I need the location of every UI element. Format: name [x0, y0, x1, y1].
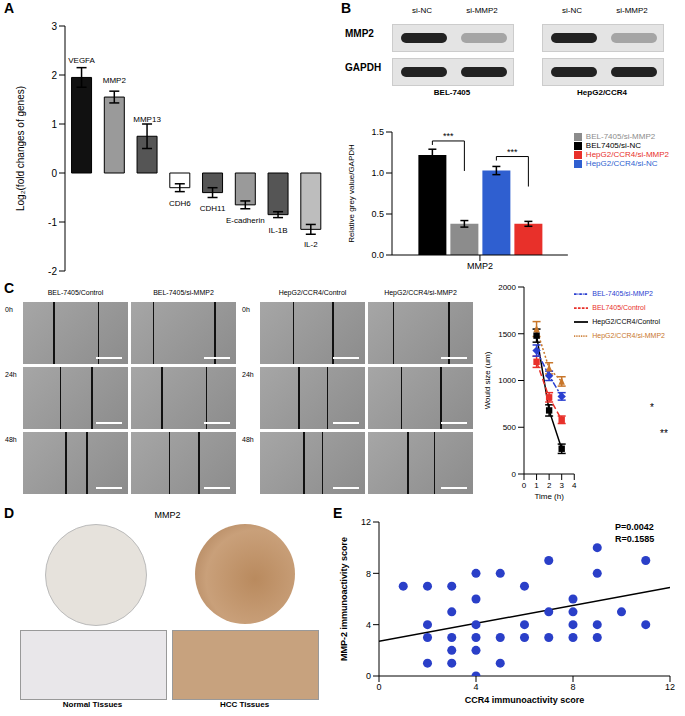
svg-text:4: 4	[366, 620, 371, 630]
html-text:MMP2: MMP2	[345, 28, 374, 39]
svg-text:0: 0	[366, 671, 371, 681]
svg-text:MMP2: MMP2	[103, 76, 127, 85]
svg-text:1: 1	[534, 481, 539, 490]
svg-text:1.5: 1.5	[371, 127, 384, 137]
html-text:HCC Tissues: HCC Tissues	[219, 700, 270, 709]
svg-text:MMP2: MMP2	[467, 261, 493, 271]
svg-text:0: 0	[376, 682, 381, 692]
svg-text:Log₂(fold changes of genes): Log₂(fold changes of genes)	[15, 86, 26, 211]
svg-text:Relative grey value/GAPDH: Relative grey value/GAPDH	[347, 144, 356, 243]
html-text:HepG2/CCR4/Control: HepG2/CCR4/Control	[278, 289, 347, 296]
html-text:24h: 24h	[5, 371, 17, 378]
html-text:HepG2/CCR4/Control: HepG2/CCR4/Control	[592, 317, 660, 325]
svg-text:Time (h): Time (h)	[534, 492, 564, 501]
svg-text:1500: 1500	[498, 330, 516, 339]
html-text:48h: 48h	[5, 436, 17, 443]
svg-text:8: 8	[366, 569, 371, 579]
html-text:R=0.1585: R=0.1585	[615, 534, 655, 544]
html-text:0h: 0h	[242, 306, 250, 313]
svg-text:1.0: 1.0	[371, 168, 384, 178]
html-text:si-MMP2: si-MMP2	[616, 6, 648, 15]
html-text:BEL-7405: BEL-7405	[433, 88, 471, 97]
svg-text:3: 3	[51, 21, 57, 32]
html-text:HepG2/CCR4/si-MMP2: HepG2/CCR4/si-MMP2	[585, 150, 669, 159]
svg-text:MMP-2 immunoactivity score: MMP-2 immunoactivity score	[339, 537, 349, 661]
svg-text:IL-1B: IL-1B	[268, 226, 287, 235]
html-text:BEL-7405/si-MMP2: BEL-7405/si-MMP2	[585, 132, 656, 141]
html-text:si-NC: si-NC	[412, 6, 432, 15]
svg-text:Would size (um): Would size (um)	[483, 351, 492, 409]
html-text:BEL7405/si-NC: BEL7405/si-NC	[585, 141, 641, 150]
svg-text:12: 12	[361, 517, 371, 527]
html-text:HepG2/CCR4/si-MMP2: HepG2/CCR4/si-MMP2	[592, 331, 665, 339]
html-text:BEL7405/Control: BEL7405/Control	[592, 303, 646, 311]
html-text:MMP2: MMP2	[154, 510, 181, 520]
html-text:si-NC: si-NC	[562, 6, 582, 15]
svg-text:4: 4	[572, 481, 577, 490]
svg-text:3: 3	[559, 481, 564, 490]
svg-text:0.5: 0.5	[371, 209, 384, 219]
html-text:B: B	[341, 0, 352, 16]
html-text:C: C	[4, 280, 15, 296]
svg-text:***: ***	[507, 147, 518, 157]
svg-text:-1: -1	[48, 217, 57, 228]
html-text:Normal Tissues: Normal Tissues	[62, 700, 123, 709]
svg-text:0: 0	[51, 168, 57, 179]
svg-text:CDH11: CDH11	[200, 204, 226, 213]
html-text:48h: 48h	[242, 436, 254, 443]
svg-text:E-cadherin: E-cadherin	[226, 216, 265, 225]
html-text:E: E	[333, 505, 343, 521]
svg-text:2: 2	[547, 481, 552, 490]
svg-text:8: 8	[570, 682, 575, 692]
svg-text:CDH6: CDH6	[169, 199, 191, 208]
svg-text:1: 1	[51, 119, 57, 130]
svg-text:0.0: 0.0	[371, 250, 384, 260]
html-text:24h: 24h	[242, 371, 254, 378]
html-text:D: D	[4, 505, 15, 521]
html-text:BEL-7405/si-MMP2: BEL-7405/si-MMP2	[153, 289, 214, 296]
svg-text:1000: 1000	[498, 376, 516, 385]
svg-text:2000: 2000	[498, 283, 516, 292]
svg-text:IL-2: IL-2	[304, 240, 318, 249]
html-text:HepG2/CCR4/si-MMP2: HepG2/CCR4/si-MMP2	[384, 289, 457, 296]
html-text:si-MMP2: si-MMP2	[466, 6, 498, 15]
svg-text:CCR4 immunoactivity score: CCR4 immunoactivity score	[465, 695, 585, 705]
svg-text:2: 2	[51, 70, 57, 81]
svg-text:VEGFA: VEGFA	[68, 56, 95, 65]
html-text:0h: 0h	[5, 306, 13, 313]
html-text:BEL-7405/si-MMP2: BEL-7405/si-MMP2	[592, 289, 653, 297]
html-text:HepG2/CCR4/si-NC: HepG2/CCR4/si-NC	[585, 159, 658, 168]
svg-text:12: 12	[665, 682, 675, 692]
html-text:A: A	[4, 0, 15, 16]
html-text:P=0.0042: P=0.0042	[615, 522, 654, 532]
html-text:GAPDH: GAPDH	[345, 62, 382, 73]
svg-text:500: 500	[503, 423, 517, 432]
html-text:BEL-7405/Control: BEL-7405/Control	[47, 289, 104, 296]
svg-text:***: ***	[443, 131, 454, 141]
html-text:HepG2/CCR4: HepG2/CCR4	[577, 88, 627, 97]
svg-text:MMP13: MMP13	[133, 115, 161, 124]
svg-text:-2: -2	[48, 266, 57, 277]
svg-text:0: 0	[522, 481, 527, 490]
svg-text:0: 0	[512, 470, 517, 479]
svg-text:4: 4	[473, 682, 478, 692]
